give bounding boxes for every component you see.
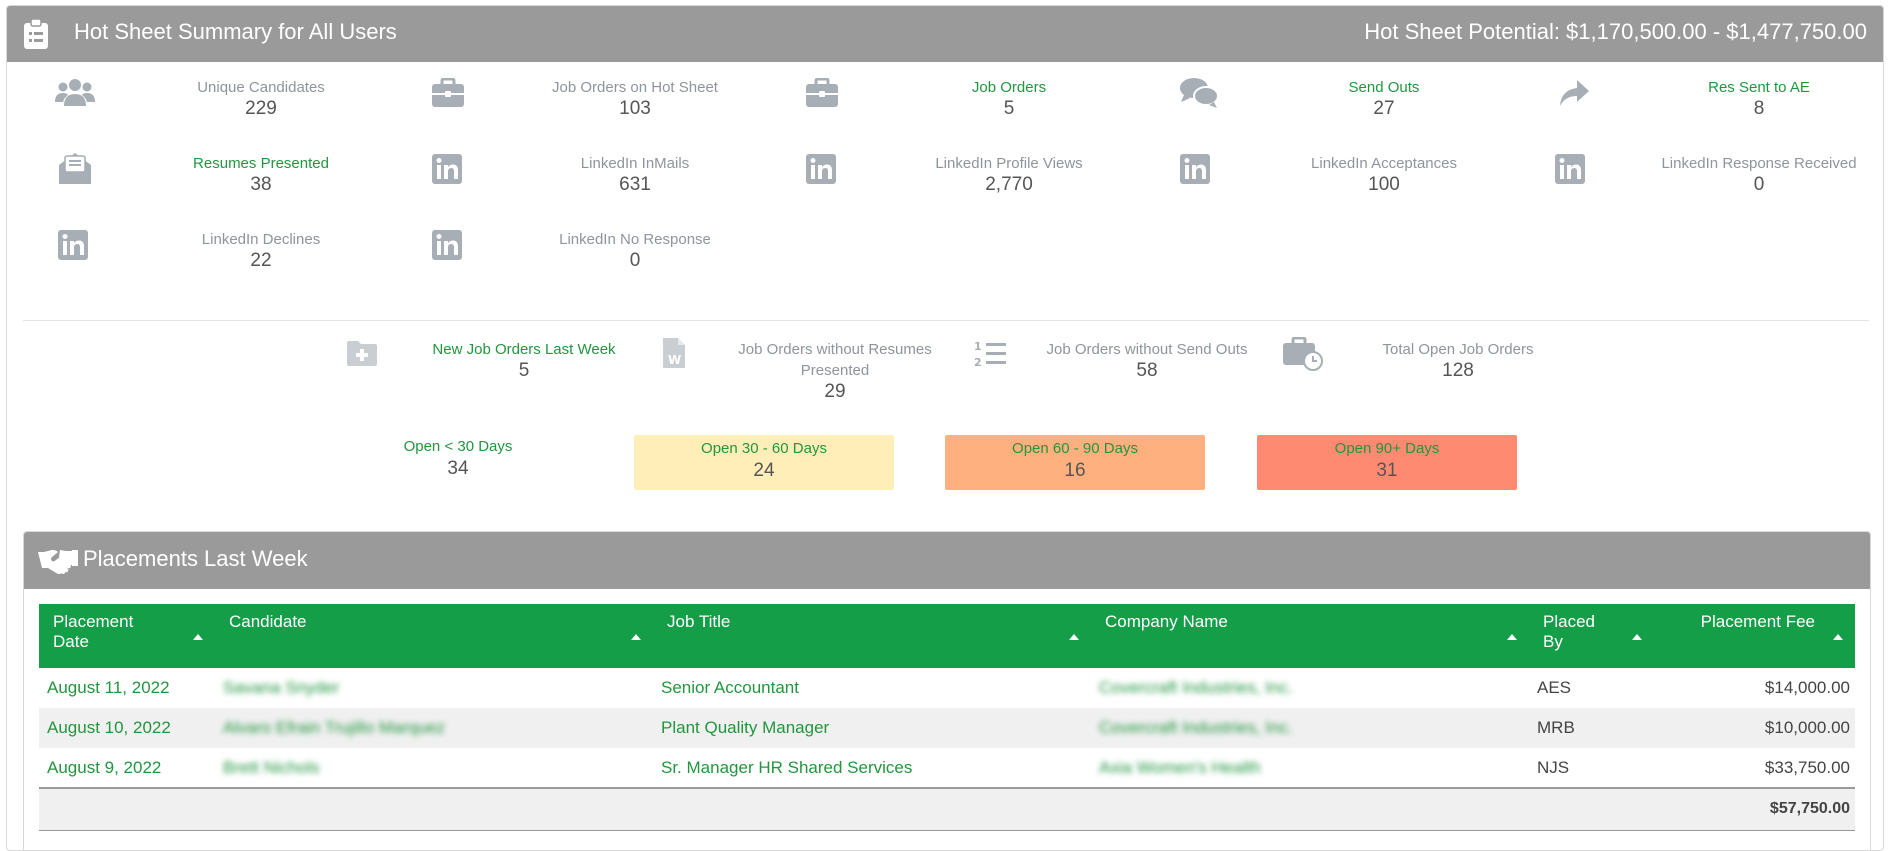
- sort-arrow-icon[interactable]: [1833, 634, 1843, 640]
- hot-sheet-header: Hot Sheet Summary for All Users Hot Shee…: [7, 6, 1883, 62]
- placed-by: MRB: [1529, 708, 1654, 748]
- stat-resumes-presented[interactable]: Resumes Presented 38: [193, 155, 329, 195]
- stat-linkedin-response-received: LinkedIn Response Received 0: [1661, 155, 1857, 195]
- placements-title: Placements Last Week: [83, 546, 308, 571]
- word-file-icon: W: [663, 338, 685, 368]
- job-title-link[interactable]: Senior Accountant: [661, 678, 799, 697]
- stat-res-sent-to-ae[interactable]: Res Sent to AE 8: [1708, 79, 1810, 119]
- placements-panel: Placements Last Week Placement Date Cand…: [23, 531, 1871, 850]
- table-header-row: Placement Date Candidate Job Title Compa…: [39, 604, 1855, 668]
- placed-by: AES: [1537, 678, 1572, 697]
- placement-fee: $10,000.00: [1654, 708, 1855, 748]
- stat-linkedin-inmails: LinkedIn InMails 631: [580, 155, 690, 195]
- stat-job-orders-without-send-outs[interactable]: Job Orders without Send Outs 58: [1046, 341, 1248, 381]
- sort-arrow-icon[interactable]: [193, 634, 203, 640]
- svg-text:1: 1: [974, 340, 982, 353]
- stat-new-job-orders-last-week[interactable]: New Job Orders Last Week 5: [432, 341, 616, 381]
- stat-job-orders-on-hot-sheet: Job Orders on Hot Sheet 103: [552, 79, 718, 119]
- briefcase-icon: [806, 78, 838, 107]
- table-row: August 9, 2022 Brett Nichols Sr. Manager…: [39, 748, 1855, 788]
- linkedin-icon: [806, 154, 836, 184]
- candidate-link[interactable]: Brett Nichols: [223, 757, 320, 777]
- placement-date: August 10, 2022: [39, 708, 215, 748]
- sort-arrow-icon[interactable]: [1069, 634, 1079, 640]
- stat-linkedin-acceptances: LinkedIn Acceptances 100: [1311, 155, 1457, 195]
- section-divider: [23, 320, 1869, 321]
- svg-text:2: 2: [974, 356, 982, 369]
- sort-arrow-icon[interactable]: [1507, 634, 1517, 640]
- placed-by: NJS: [1537, 757, 1570, 777]
- placement-date: August 11, 2022: [47, 678, 170, 697]
- comments-icon: [1180, 78, 1219, 108]
- column-placement-fee[interactable]: Placement Fee: [1654, 604, 1855, 668]
- briefcase-icon: [432, 78, 464, 107]
- svg-text:W: W: [668, 353, 681, 367]
- open-30-60-days-box[interactable]: Open 30 - 60 Days 24: [634, 435, 894, 490]
- placement-fee: $14,000.00: [1764, 678, 1850, 697]
- linkedin-icon: [1555, 154, 1585, 184]
- column-placement-date[interactable]: Placement Date: [39, 604, 215, 668]
- handshake-icon: [38, 550, 78, 574]
- column-job-title[interactable]: Job Title: [653, 604, 1091, 668]
- column-candidate[interactable]: Candidate: [215, 604, 653, 668]
- candidate-link[interactable]: Alvaro Efrain Trujillo Marquez: [215, 708, 653, 748]
- envelope-open-icon: [59, 153, 91, 184]
- stat-linkedin-declines: LinkedIn Declines 22: [201, 231, 321, 271]
- placements-table: Placement Date Candidate Job Title Compa…: [39, 604, 1855, 831]
- hot-sheet-potential: Hot Sheet Potential: $1,170,500.00 - $1,…: [1364, 19, 1867, 44]
- company-link[interactable]: Covercraft Industries, Inc.: [1091, 708, 1529, 748]
- stat-send-outs[interactable]: Send Outs 27: [1348, 79, 1420, 119]
- open-90-plus-days-box[interactable]: Open 90+ Days 31: [1257, 435, 1517, 490]
- numbered-list-icon: 1 2: [974, 340, 1006, 369]
- placement-fee: $33,750.00: [1764, 757, 1850, 777]
- briefcase-clock-icon: [1283, 337, 1323, 371]
- stat-linkedin-no-response: LinkedIn No Response 0: [559, 231, 711, 271]
- hot-sheet-summary-panel: Hot Sheet Summary for All Users Hot Shee…: [6, 5, 1884, 851]
- share-arrow-icon: [1560, 80, 1589, 106]
- job-title-link[interactable]: Sr. Manager HR Shared Services: [661, 757, 913, 777]
- clipboard-icon: [24, 18, 48, 49]
- job-title-link[interactable]: Plant Quality Manager: [653, 708, 1091, 748]
- linkedin-icon: [432, 154, 462, 184]
- placements-header: Placements Last Week: [24, 532, 1870, 589]
- sort-arrow-icon[interactable]: [1632, 634, 1642, 640]
- placement-date: August 9, 2022: [47, 757, 162, 777]
- stat-linkedin-profile-views: LinkedIn Profile Views 2,770: [935, 155, 1083, 195]
- open-60-90-days-box[interactable]: Open 60 - 90 Days 16: [945, 435, 1205, 490]
- table-total-row: $57,750.00: [39, 787, 1855, 831]
- linkedin-icon: [1180, 154, 1210, 184]
- table-row: August 11, 2022 Savana Snyder Senior Acc…: [39, 668, 1855, 708]
- column-company-name[interactable]: Company Name: [1091, 604, 1529, 668]
- table-row: August 10, 2022 Alvaro Efrain Trujillo M…: [39, 708, 1855, 748]
- stat-job-orders-without-resumes[interactable]: Job Orders without Resumes Presented 29: [738, 341, 932, 402]
- company-link[interactable]: Covercraft Industries, Inc.: [1099, 678, 1293, 697]
- stat-unique-candidates: Unique Candidates 229: [197, 79, 325, 119]
- candidate-link[interactable]: Savana Snyder: [223, 678, 340, 697]
- stat-job-orders[interactable]: Job Orders 5: [971, 79, 1047, 119]
- column-placed-by[interactable]: Placed By: [1529, 604, 1654, 668]
- folder-plus-icon: [347, 341, 377, 366]
- stat-total-open-job-orders: Total Open Job Orders 128: [1382, 341, 1534, 381]
- linkedin-icon: [58, 230, 88, 260]
- open-under-30-days-box[interactable]: Open < 30 Days 34: [403, 438, 513, 479]
- users-icon: [55, 79, 95, 106]
- placement-fee-total: $57,750.00: [39, 787, 1855, 831]
- company-link[interactable]: Axia Women's Health: [1099, 757, 1261, 777]
- page-title: Hot Sheet Summary for All Users: [74, 19, 397, 44]
- linkedin-icon: [432, 230, 462, 260]
- sort-arrow-icon[interactable]: [631, 634, 641, 640]
